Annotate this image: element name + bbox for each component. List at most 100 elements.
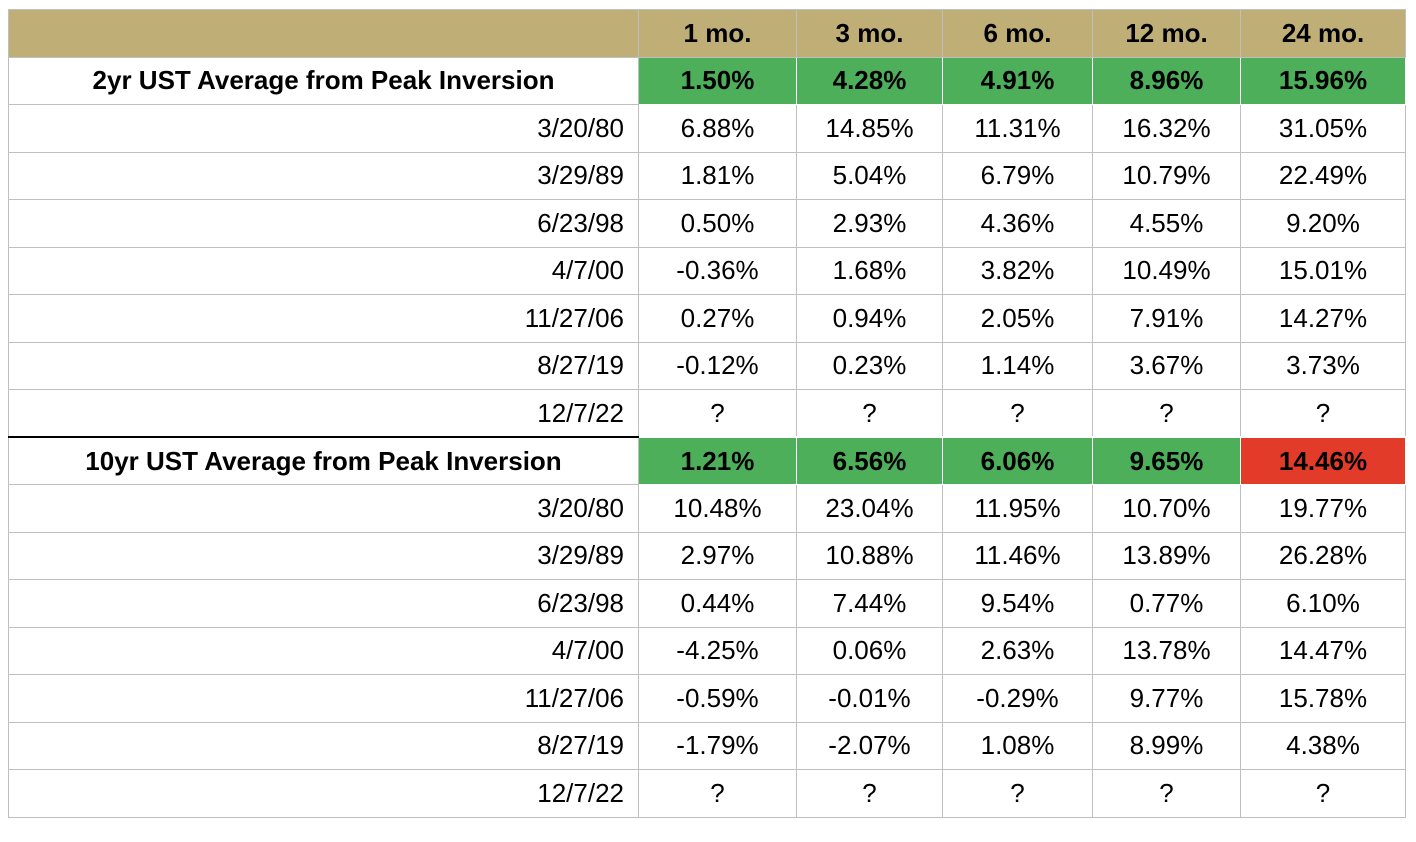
- section-average-row: 10yr UST Average from Peak Inversion 1.21…: [8, 436, 1406, 485]
- date-cell: 8/27/19: [8, 721, 639, 770]
- value-cell: -4.25%: [638, 626, 797, 675]
- value-cell: 0.50%: [638, 199, 797, 248]
- date-cell: 3/29/89: [8, 531, 639, 580]
- table-row: 4/7/00 -0.36% 1.68% 3.82% 10.49% 15.01%: [8, 246, 1406, 295]
- value-cell: 10.70%: [1092, 484, 1241, 533]
- value-cell: 4.55%: [1092, 199, 1241, 248]
- table-row: 8/27/19 -1.79% -2.07% 1.08% 8.99% 4.38%: [8, 721, 1406, 770]
- date-cell: 12/7/22: [8, 769, 639, 818]
- value-cell: 6.10%: [1240, 579, 1406, 628]
- column-header: 6 mo.: [942, 9, 1093, 58]
- section-title: 10yr UST Average from Peak Inversion: [8, 436, 639, 485]
- value-cell: 0.06%: [796, 626, 943, 675]
- value-cell: 4.38%: [1240, 721, 1406, 770]
- value-cell: 14.85%: [796, 104, 943, 153]
- average-cell: 9.65%: [1092, 436, 1241, 485]
- table-row: 8/27/19 -0.12% 0.23% 1.14% 3.67% 3.73%: [8, 341, 1406, 390]
- value-cell: 7.44%: [796, 579, 943, 628]
- value-cell: 1.14%: [942, 341, 1093, 390]
- date-cell: 12/7/22: [8, 389, 639, 438]
- value-cell: -0.29%: [942, 674, 1093, 723]
- average-cell: 14.46%: [1240, 436, 1406, 485]
- date-cell: 3/20/80: [8, 484, 639, 533]
- value-cell: 11.95%: [942, 484, 1093, 533]
- value-cell: 3.67%: [1092, 341, 1241, 390]
- value-cell: -1.79%: [638, 721, 797, 770]
- date-cell: 6/23/98: [8, 579, 639, 628]
- value-cell: 10.79%: [1092, 151, 1241, 200]
- value-cell: 8.99%: [1092, 721, 1241, 770]
- value-cell: 10.49%: [1092, 246, 1241, 295]
- section-title: 2yr UST Average from Peak Inversion: [8, 56, 639, 105]
- value-cell: 0.77%: [1092, 579, 1241, 628]
- value-cell: 9.20%: [1240, 199, 1406, 248]
- value-cell: 2.97%: [638, 531, 797, 580]
- value-cell: -0.36%: [638, 246, 797, 295]
- table-row: 3/29/89 2.97% 10.88% 11.46% 13.89% 26.28%: [8, 531, 1406, 580]
- date-cell: 11/27/06: [8, 674, 639, 723]
- average-cell: 8.96%: [1092, 56, 1241, 105]
- value-cell: 11.46%: [942, 531, 1093, 580]
- column-header: 12 mo.: [1092, 9, 1241, 58]
- average-cell: 4.91%: [942, 56, 1093, 105]
- column-header: 24 mo.: [1240, 9, 1406, 58]
- value-cell: 2.93%: [796, 199, 943, 248]
- date-cell: 8/27/19: [8, 341, 639, 390]
- table-row: 3/20/80 10.48% 23.04% 11.95% 10.70% 19.77%: [8, 484, 1406, 533]
- value-cell: 23.04%: [796, 484, 943, 533]
- average-cell: 6.06%: [942, 436, 1093, 485]
- table-row: 4/7/00 -4.25% 0.06% 2.63% 13.78% 14.47%: [8, 626, 1406, 675]
- value-cell: 1.81%: [638, 151, 797, 200]
- value-cell: 11.31%: [942, 104, 1093, 153]
- value-cell: ?: [942, 769, 1093, 818]
- value-cell: 0.27%: [638, 294, 797, 343]
- value-cell: ?: [638, 389, 797, 438]
- value-cell: -2.07%: [796, 721, 943, 770]
- value-cell: 6.88%: [638, 104, 797, 153]
- value-cell: 13.78%: [1092, 626, 1241, 675]
- value-cell: 15.01%: [1240, 246, 1406, 295]
- value-cell: 3.82%: [942, 246, 1093, 295]
- returns-table-body: 1 mo. 3 mo. 6 mo. 12 mo. 24 mo. 2yr UST Avera…: [8, 9, 1406, 818]
- average-cell: 4.28%: [796, 56, 943, 105]
- value-cell: ?: [1092, 389, 1241, 438]
- value-cell: -0.01%: [796, 674, 943, 723]
- value-cell: 1.08%: [942, 721, 1093, 770]
- value-cell: ?: [796, 769, 943, 818]
- table-row: 6/23/98 0.50% 2.93% 4.36% 4.55% 9.20%: [8, 199, 1406, 248]
- header-corner-cell: [8, 9, 639, 58]
- table-row: 12/7/22?????: [8, 389, 1406, 438]
- table-row: 11/27/06 -0.59% -0.01% -0.29% 9.77% 15.78%: [8, 674, 1406, 723]
- date-cell: 3/20/80: [8, 104, 639, 153]
- value-cell: -0.59%: [638, 674, 797, 723]
- average-cell: 6.56%: [796, 436, 943, 485]
- value-cell: 0.94%: [796, 294, 943, 343]
- column-header: 3 mo.: [796, 9, 943, 58]
- value-cell: 13.89%: [1092, 531, 1241, 580]
- value-cell: 0.23%: [796, 341, 943, 390]
- value-cell: 5.04%: [796, 151, 943, 200]
- value-cell: 10.88%: [796, 531, 943, 580]
- value-cell: 19.77%: [1240, 484, 1406, 533]
- average-cell: 1.50%: [638, 56, 797, 105]
- value-cell: 26.28%: [1240, 531, 1406, 580]
- value-cell: ?: [1240, 389, 1406, 438]
- value-cell: 16.32%: [1092, 104, 1241, 153]
- value-cell: 1.68%: [796, 246, 943, 295]
- table-row: 6/23/98 0.44% 7.44% 9.54% 0.77% 6.10%: [8, 579, 1406, 628]
- column-header: 1 mo.: [638, 9, 797, 58]
- average-cell: 1.21%: [638, 436, 797, 485]
- value-cell: 10.48%: [638, 484, 797, 533]
- date-cell: 3/29/89: [8, 151, 639, 200]
- value-cell: 2.63%: [942, 626, 1093, 675]
- section-average-row: 2yr UST Average from Peak Inversion 1.50%…: [8, 56, 1406, 105]
- value-cell: 15.78%: [1240, 674, 1406, 723]
- value-cell: 14.47%: [1240, 626, 1406, 675]
- returns-table: 1 mo. 3 mo. 6 mo. 12 mo. 24 mo. 2yr UST Avera…: [8, 9, 1406, 818]
- value-cell: -0.12%: [638, 341, 797, 390]
- date-cell: 4/7/00: [8, 626, 639, 675]
- header-row: 1 mo. 3 mo. 6 mo. 12 mo. 24 mo.: [8, 9, 1406, 58]
- value-cell: 31.05%: [1240, 104, 1406, 153]
- date-cell: 6/23/98: [8, 199, 639, 248]
- value-cell: 3.73%: [1240, 341, 1406, 390]
